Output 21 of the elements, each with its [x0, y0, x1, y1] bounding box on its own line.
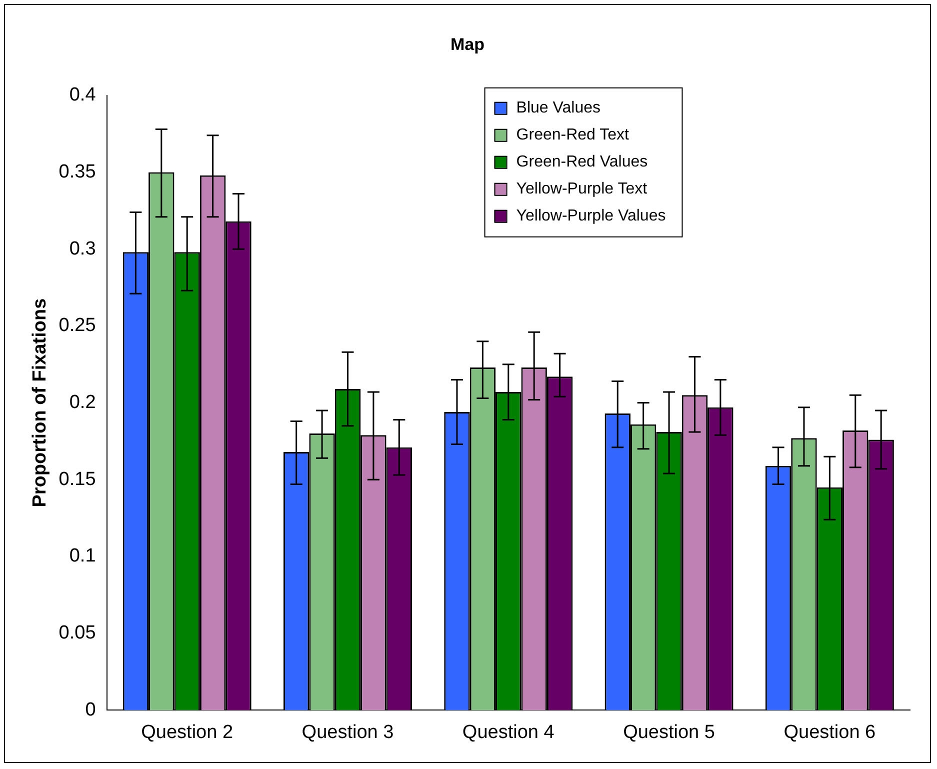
legend-label: Green-Red Values: [516, 153, 648, 170]
y-tick-label: 0.2: [69, 392, 96, 414]
y-tick-label: 0.3: [69, 238, 96, 260]
chart-title: Map: [450, 34, 484, 54]
y-axis-title: Proportion of Fixations: [30, 298, 51, 508]
y-tick-label: 0.25: [58, 315, 96, 336]
y-tick-label: 0.4: [69, 84, 96, 106]
x-tick-label: Question 5: [623, 722, 715, 743]
x-tick-label: Question 3: [302, 722, 394, 743]
legend-label: Yellow-Purple Values: [516, 207, 666, 224]
legend-label: Blue Values: [516, 99, 600, 116]
y-tick-label: 0.1: [69, 546, 96, 567]
y-tick-label: 0.35: [58, 161, 96, 182]
x-tick-label: Question 6: [784, 722, 876, 743]
x-tick-label: Question 2: [141, 722, 234, 743]
y-tick-label: 0.15: [58, 468, 96, 490]
y-tick-label: 0: [85, 699, 96, 720]
legend-label: Green-Red Text: [516, 126, 630, 144]
legend-label: Yellow-Purple Text: [516, 180, 648, 198]
x-tick-label: Question 4: [462, 722, 555, 743]
y-tick-label: 0.05: [58, 622, 96, 644]
